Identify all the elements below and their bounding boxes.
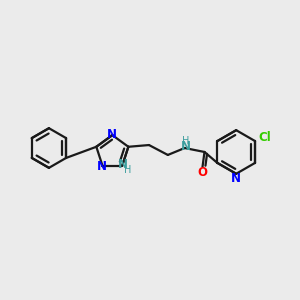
Text: H: H — [182, 136, 189, 146]
Text: N: N — [107, 128, 117, 141]
Text: N: N — [118, 158, 128, 171]
Text: N: N — [231, 172, 241, 185]
Text: N: N — [181, 140, 191, 152]
Text: N: N — [97, 160, 106, 173]
Text: Cl: Cl — [259, 130, 272, 144]
Text: O: O — [197, 166, 208, 179]
Text: H: H — [124, 165, 131, 175]
